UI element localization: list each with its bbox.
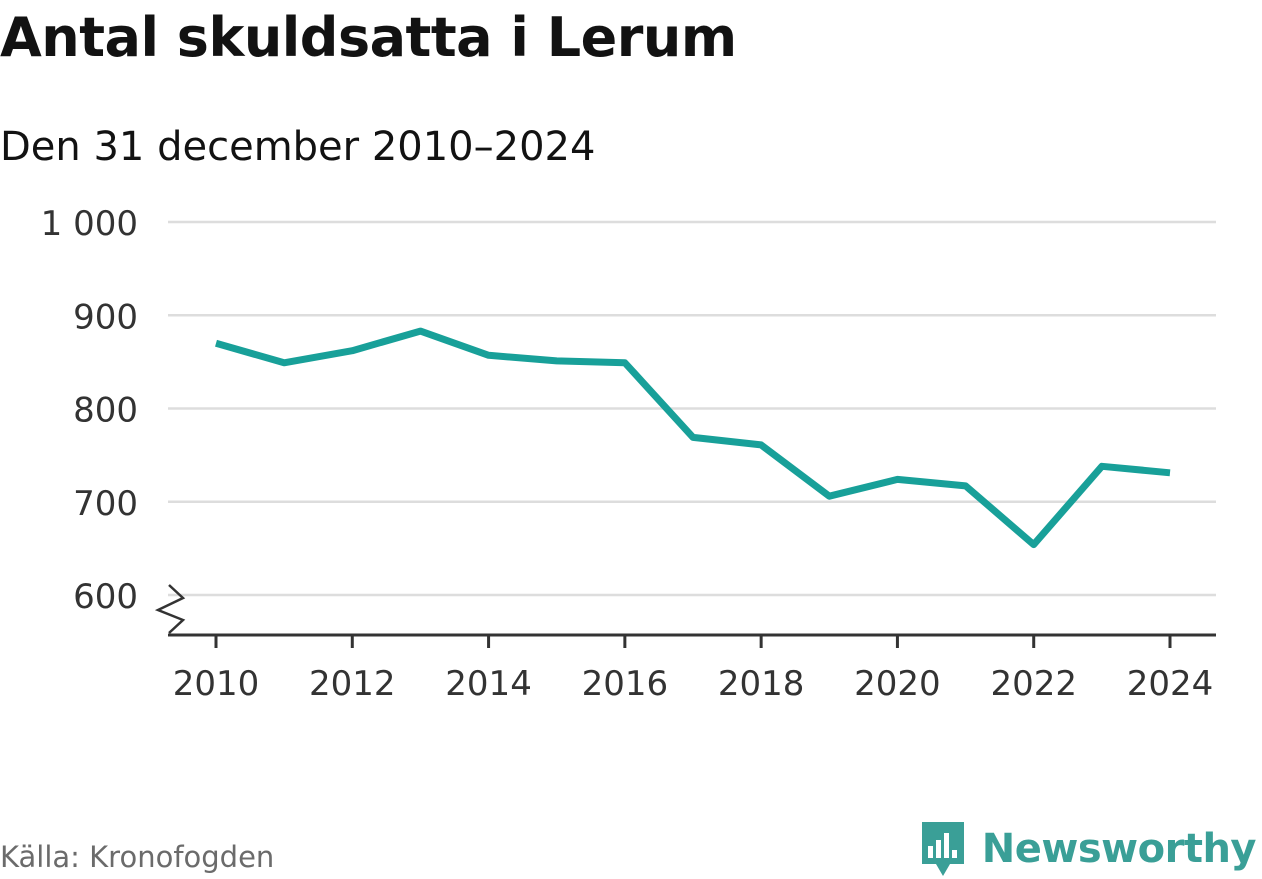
- x-tick-label: 2014: [445, 664, 532, 704]
- chart-title: Antal skuldsatta i Lerum: [0, 6, 737, 69]
- x-tick-label: 2020: [854, 664, 941, 704]
- axis-break-icon: [154, 584, 186, 634]
- x-tick-label: 2018: [718, 664, 805, 704]
- series-line-0: [215, 327, 1171, 549]
- y-tick-label: 1 000: [41, 204, 138, 244]
- brand-logo: Newsworthy: [918, 820, 1257, 878]
- newsworthy-logo-icon: [921, 822, 964, 876]
- y-tick-label: 900: [73, 297, 138, 337]
- x-tick-label: 2012: [309, 664, 396, 704]
- x-tick-label: 2024: [1127, 664, 1214, 704]
- source-note: Källa: Kronofogden: [0, 840, 275, 874]
- y-tick-label: 700: [73, 484, 138, 524]
- line-chart: 600 700 800 900 1 000 2010 2012 2014 2016 2018 202…: [41, 204, 1216, 704]
- x-tick-label: 2022: [990, 664, 1077, 704]
- y-tick-label: 800: [73, 391, 138, 431]
- x-tick-label: 2010: [173, 664, 260, 704]
- x-tick-label: 2016: [582, 664, 669, 704]
- y-tick-label: 600: [73, 577, 138, 617]
- chart-subtitle: Den 31 december 2010–2024: [0, 124, 596, 170]
- brand-name: Newsworthy: [981, 826, 1257, 872]
